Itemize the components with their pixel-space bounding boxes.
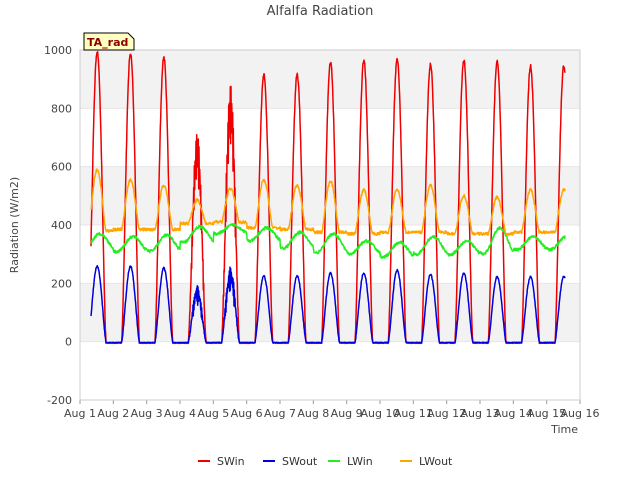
- y-axis-label: Radiation (W/m2): [8, 177, 21, 273]
- legend-label: SWin: [217, 455, 245, 468]
- y-tick-label: 400: [51, 219, 72, 232]
- x-tick-label: Aug 6: [231, 407, 263, 420]
- plot-frame: [79, 49, 581, 401]
- x-tick-label: Aug 5: [197, 407, 229, 420]
- y-tick-label: -200: [47, 394, 72, 407]
- x-tick-label: Aug 8: [297, 407, 329, 420]
- x-tick-label: Aug 12: [427, 407, 466, 420]
- x-tick-label: Aug 7: [264, 407, 296, 420]
- grid-band: [80, 283, 580, 342]
- x-tick-label: Aug 16: [561, 407, 600, 420]
- y-tick-label: 0: [65, 336, 72, 349]
- ta-rad-annotation: TA_rad: [83, 32, 135, 51]
- x-tick-label: Aug 10: [361, 407, 400, 420]
- x-tick-label: Aug 9: [331, 407, 363, 420]
- y-tick-label: 200: [51, 277, 72, 290]
- y-tick-label: 600: [51, 161, 72, 174]
- x-tick-label: Aug 1: [64, 407, 96, 420]
- legend-item-lwin: LWin: [328, 455, 373, 468]
- x-tick-label: Aug 15: [527, 407, 566, 420]
- chart-title: Alfalfa Radiation: [267, 4, 374, 19]
- y-tick-label: 1000: [44, 44, 72, 57]
- legend-item-swin: SWin: [198, 455, 245, 468]
- y-tick-label: 800: [51, 102, 72, 115]
- grid-band: [80, 166, 580, 225]
- legend-label: LWout: [419, 455, 453, 468]
- grid-band: [80, 50, 580, 109]
- x-tick-label: Aug 11: [394, 407, 433, 420]
- series-swout: [90, 264, 566, 344]
- x-tick-label: Aug 3: [131, 407, 163, 420]
- legend-item-lwout: LWout: [400, 455, 453, 468]
- legend: SWin SWout LWin LWout: [198, 455, 453, 468]
- legend-item-swout: SWout: [263, 455, 318, 468]
- x-tick-label: Aug 13: [461, 407, 500, 420]
- x-tick-label: Aug 14: [494, 407, 533, 420]
- x-axis-label: Time: [550, 423, 578, 436]
- series-lwin: [90, 222, 566, 259]
- series-lwout: [90, 168, 566, 236]
- legend-label: SWout: [282, 455, 318, 468]
- x-tick-label: Aug 4: [164, 407, 196, 420]
- annotation-text: TA_rad: [87, 36, 128, 49]
- series-lines: [90, 51, 566, 345]
- legend-label: LWin: [347, 455, 373, 468]
- x-tick-label: Aug 2: [97, 407, 129, 420]
